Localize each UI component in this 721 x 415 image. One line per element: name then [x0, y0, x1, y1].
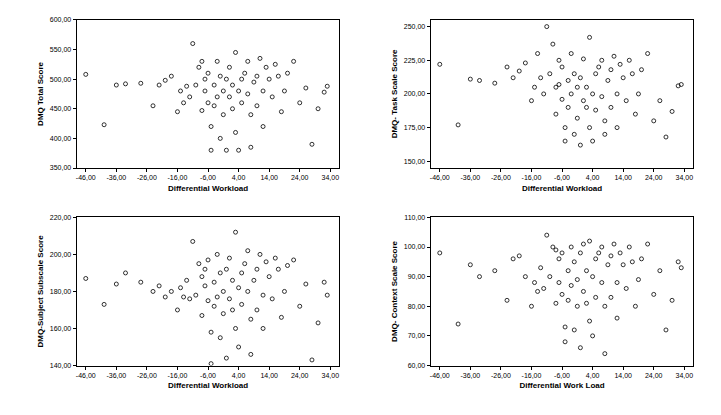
- svg-text:-6,00: -6,00: [200, 174, 216, 181]
- svg-text:450,00: 450,00: [50, 105, 72, 112]
- svg-text:400,00: 400,00: [50, 135, 72, 142]
- svg-text:-36,00: -36,00: [106, 174, 126, 181]
- svg-text:220,00: 220,00: [50, 214, 72, 221]
- svg-text:-46,00: -46,00: [430, 174, 450, 181]
- svg-text:80,00: 80,00: [408, 303, 426, 310]
- svg-text:-16,00: -16,00: [168, 174, 188, 181]
- svg-text:34,00: 34,00: [322, 372, 340, 379]
- svg-text:225,00: 225,00: [404, 57, 426, 64]
- svg-text:-16,00: -16,00: [168, 372, 188, 379]
- svg-text:DMQ Total Score: DMQ Total Score: [36, 61, 45, 125]
- svg-text:110,00: 110,00: [404, 214, 425, 221]
- svg-text:-36,00: -36,00: [106, 372, 126, 379]
- svg-text:Differential Workload: Differential Workload: [168, 184, 248, 193]
- svg-text:-46,00: -46,00: [76, 372, 96, 379]
- svg-text:160,00: 160,00: [50, 325, 72, 332]
- svg-text:-36,00: -36,00: [460, 372, 480, 379]
- svg-text:-6,00: -6,00: [554, 174, 570, 181]
- svg-text:34,00: 34,00: [676, 174, 694, 181]
- svg-text:-16,00: -16,00: [522, 372, 542, 379]
- svg-text:-16,00: -16,00: [522, 174, 542, 181]
- svg-text:150,00: 150,00: [404, 158, 426, 165]
- svg-text:175,00: 175,00: [404, 124, 426, 131]
- svg-text:DMQ-Subject Subscale Score: DMQ-Subject Subscale Score: [36, 235, 45, 348]
- svg-text:200,00: 200,00: [50, 251, 72, 258]
- svg-text:4,00: 4,00: [586, 372, 600, 379]
- svg-text:Differential Workload: Differential Workload: [522, 184, 602, 193]
- svg-text:14,00: 14,00: [260, 372, 278, 379]
- svg-text:DMQ- Task Scale Score: DMQ- Task Scale Score: [390, 49, 399, 138]
- svg-text:24,00: 24,00: [645, 372, 663, 379]
- svg-text:24,00: 24,00: [645, 174, 663, 181]
- svg-text:-46,00: -46,00: [76, 174, 96, 181]
- svg-text:14,00: 14,00: [260, 174, 278, 181]
- svg-text:250,00: 250,00: [404, 23, 426, 30]
- svg-text:14,00: 14,00: [614, 174, 632, 181]
- svg-text:-26,00: -26,00: [491, 174, 511, 181]
- svg-text:34,00: 34,00: [676, 372, 694, 379]
- svg-text:500,00: 500,00: [50, 76, 72, 83]
- svg-text:100,00: 100,00: [404, 243, 426, 250]
- svg-text:-26,00: -26,00: [491, 372, 511, 379]
- svg-text:200,00: 200,00: [404, 90, 426, 97]
- svg-text:-46,00: -46,00: [430, 372, 450, 379]
- svg-text:-26,00: -26,00: [137, 372, 157, 379]
- svg-text:-6,00: -6,00: [200, 372, 216, 379]
- svg-text:24,00: 24,00: [291, 174, 309, 181]
- svg-text:350,00: 350,00: [50, 164, 72, 171]
- svg-text:24,00: 24,00: [291, 372, 309, 379]
- svg-text:4,00: 4,00: [232, 174, 246, 181]
- svg-text:14,00: 14,00: [614, 372, 632, 379]
- svg-text:70,00: 70,00: [408, 332, 426, 339]
- svg-text:-26,00: -26,00: [137, 174, 157, 181]
- svg-text:4,00: 4,00: [232, 372, 246, 379]
- svg-text:Differential Workload: Differential Workload: [168, 381, 248, 390]
- svg-text:-6,00: -6,00: [554, 372, 570, 379]
- svg-text:180,00: 180,00: [50, 288, 72, 295]
- svg-text:-36,00: -36,00: [460, 174, 480, 181]
- svg-text:90,00: 90,00: [408, 273, 426, 280]
- svg-text:140,00: 140,00: [50, 362, 72, 369]
- svg-text:Differential Work Load: Differential Work Load: [519, 381, 604, 390]
- svg-text:34,00: 34,00: [322, 174, 340, 181]
- svg-text:DMQ- Context Scale Score: DMQ- Context Scale Score: [390, 240, 399, 341]
- svg-text:4,00: 4,00: [586, 174, 600, 181]
- svg-text:60,00: 60,00: [408, 362, 426, 369]
- svg-text:550,00: 550,00: [50, 46, 72, 53]
- svg-text:600,00: 600,00: [50, 16, 72, 23]
